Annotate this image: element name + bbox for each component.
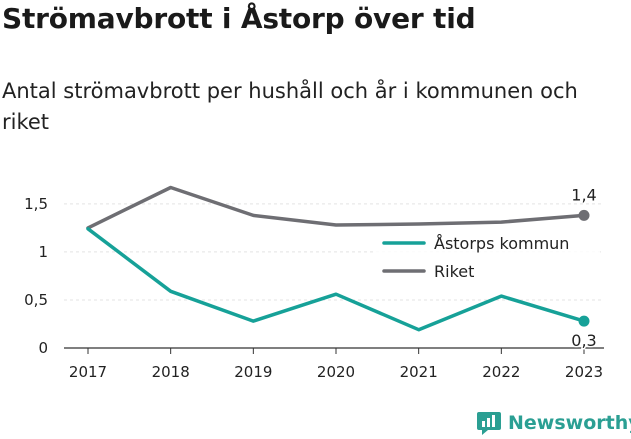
data-label-astorp: 0,3 bbox=[571, 331, 596, 350]
x-tick-label: 2021 bbox=[400, 363, 438, 381]
series-end-point bbox=[578, 315, 590, 327]
y-tick-label: 0 bbox=[38, 339, 48, 357]
y-tick-label: 0,5 bbox=[24, 291, 48, 309]
x-tick-label: 2017 bbox=[69, 363, 107, 381]
x-tick-label: 2018 bbox=[152, 363, 190, 381]
series-end-point bbox=[578, 209, 590, 221]
x-tick-label: 2023 bbox=[565, 363, 603, 381]
chart-subtitle: Antal strömavbrott per hushåll och år i … bbox=[2, 79, 578, 134]
x-tick-label: 2019 bbox=[234, 363, 272, 381]
chart-logo-icon bbox=[477, 412, 501, 435]
y-tick-label: 1,5 bbox=[24, 195, 48, 213]
x-tick-label: 2022 bbox=[482, 363, 520, 381]
legend-box bbox=[376, 228, 600, 284]
y-tick-label: 1 bbox=[38, 243, 48, 261]
legend-label: Riket bbox=[434, 262, 474, 281]
chart-title: Strömavbrott i Åstorp över tid bbox=[2, 2, 476, 35]
x-tick-label: 2020 bbox=[317, 363, 355, 381]
data-label-riket: 1,4 bbox=[571, 185, 596, 204]
legend-label: Åstorps kommun bbox=[434, 234, 569, 253]
series-line-astorp bbox=[86, 227, 586, 332]
newsworthy-logo: Newsworthy bbox=[476, 408, 631, 438]
brand-name: Newsworthy bbox=[508, 412, 631, 434]
series-line-riket bbox=[86, 185, 586, 230]
